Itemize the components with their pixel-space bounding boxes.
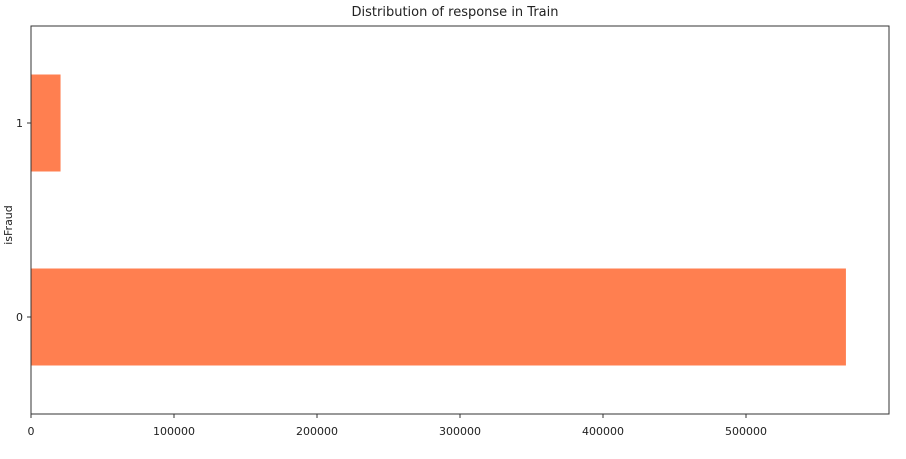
- x-tick-label: 400000: [582, 425, 624, 438]
- x-tick-label: 0: [28, 425, 35, 438]
- y-tick-label: 0: [16, 311, 23, 324]
- x-tick-label: 500000: [725, 425, 767, 438]
- x-axis-ticks: 0 100000 200000 300000 400000 500000: [28, 414, 767, 438]
- y-axis-ticks: 01: [16, 117, 31, 324]
- x-tick-label: 300000: [439, 425, 481, 438]
- x-tick-label: 100000: [153, 425, 195, 438]
- bars: [31, 74, 846, 366]
- plot-frame: [30, 25, 890, 415]
- bar-0: [31, 268, 846, 366]
- x-tick-label: 200000: [296, 425, 338, 438]
- chart-title: Distribution of response in Train: [352, 5, 559, 20]
- bar-1: [31, 74, 61, 172]
- y-axis-label: isFraud: [2, 205, 15, 245]
- y-tick-label: 1: [16, 117, 23, 130]
